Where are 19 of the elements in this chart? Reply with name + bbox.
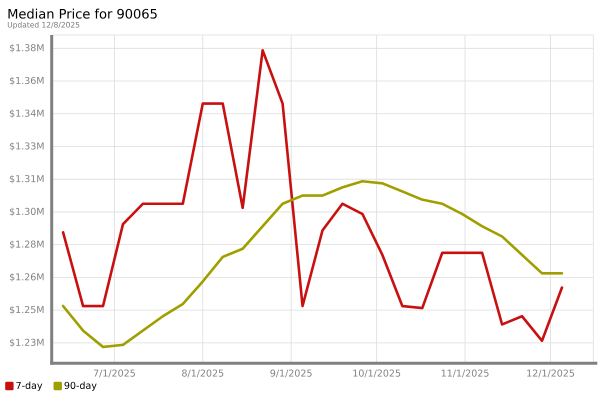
y-tick-label: $1.28M xyxy=(10,240,44,249)
chart-title: Median Price for 90065 xyxy=(8,8,157,19)
y-tick-label: $1.23M xyxy=(10,338,44,348)
y-tick-label: $1.25M xyxy=(10,306,44,314)
y-tick-label: $1.30M xyxy=(10,208,44,216)
y-tick-label: $1.34M xyxy=(10,109,44,118)
x-tick-label: 9/1/2025 xyxy=(270,370,312,378)
x-tick-label: 10/1/2025 xyxy=(353,370,400,378)
legend-label: 90-day xyxy=(64,382,97,391)
legend-label: 7-day xyxy=(16,382,42,391)
x-tick-label: 11/1/2025 xyxy=(442,370,489,378)
x-tick-label: 12/1/2025 xyxy=(527,370,574,378)
y-tick-label: $1.33M xyxy=(10,142,44,151)
y-tick-label: $1.31M xyxy=(10,174,44,184)
x-tick-label: 8/1/2025 xyxy=(182,370,224,378)
y-tick-label: $1.38M xyxy=(10,44,44,53)
x-tick-label: 7/1/2025 xyxy=(94,370,135,378)
y-tick-label: $1.36M xyxy=(10,76,44,86)
y-tick-label: $1.26M xyxy=(10,273,44,282)
